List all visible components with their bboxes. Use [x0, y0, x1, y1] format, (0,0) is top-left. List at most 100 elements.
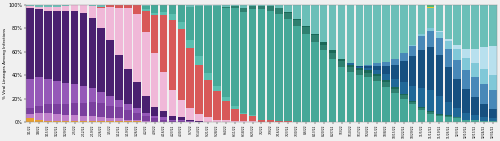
Bar [106, 5, 114, 7]
Bar [186, 40, 194, 48]
Bar [231, 109, 238, 121]
Bar [53, 7, 60, 11]
Bar [258, 9, 265, 120]
Bar [124, 120, 132, 121]
Bar [249, 116, 256, 121]
Bar [35, 9, 43, 77]
Bar [88, 6, 96, 18]
Bar [374, 63, 381, 66]
Bar [249, 9, 256, 115]
Bar [196, 114, 203, 121]
Bar [480, 69, 488, 84]
Bar [186, 5, 194, 7]
Bar [409, 46, 416, 56]
Bar [364, 73, 372, 77]
Bar [98, 7, 105, 8]
Bar [489, 118, 496, 121]
Bar [44, 104, 52, 113]
Bar [364, 5, 372, 65]
Bar [116, 118, 123, 121]
Bar [382, 62, 390, 66]
Bar [116, 8, 123, 55]
Bar [142, 32, 150, 96]
Bar [444, 117, 452, 122]
Bar [133, 82, 140, 108]
Y-axis label: % Viral Lineages Among Infections: % Viral Lineages Among Infections [3, 28, 7, 99]
Bar [418, 88, 426, 107]
Bar [133, 113, 140, 120]
Bar [240, 12, 248, 113]
Bar [462, 5, 470, 49]
Bar [53, 11, 60, 81]
Bar [426, 7, 434, 8]
Bar [364, 68, 372, 70]
Bar [53, 5, 60, 7]
Bar [266, 120, 274, 122]
Bar [151, 13, 158, 15]
Bar [213, 120, 220, 122]
Bar [35, 106, 43, 113]
Bar [374, 66, 381, 70]
Bar [454, 49, 461, 60]
Bar [471, 63, 479, 77]
Bar [471, 97, 479, 115]
Bar [178, 22, 185, 29]
Bar [98, 28, 105, 92]
Bar [53, 104, 60, 114]
Bar [249, 5, 256, 6]
Bar [391, 5, 398, 59]
Bar [409, 86, 416, 101]
Bar [436, 5, 443, 31]
Bar [231, 8, 238, 106]
Bar [409, 104, 416, 122]
Bar [426, 112, 434, 114]
Bar [186, 121, 194, 122]
Bar [213, 92, 220, 120]
Bar [26, 114, 34, 118]
Bar [44, 7, 52, 11]
Bar [462, 113, 470, 120]
Bar [302, 26, 310, 27]
Bar [418, 36, 426, 50]
Bar [160, 117, 168, 120]
Bar [106, 40, 114, 96]
Bar [178, 117, 185, 120]
Bar [240, 8, 248, 12]
Bar [26, 79, 34, 108]
Bar [400, 82, 407, 94]
Bar [266, 6, 274, 11]
Bar [204, 80, 212, 117]
Bar [364, 77, 372, 122]
Bar [35, 77, 43, 106]
Bar [88, 102, 96, 116]
Bar [106, 7, 114, 40]
Bar [258, 5, 265, 6]
Bar [44, 113, 52, 121]
Bar [426, 114, 434, 122]
Bar [133, 120, 140, 121]
Bar [400, 95, 407, 99]
Bar [133, 121, 140, 122]
Bar [151, 15, 158, 53]
Bar [426, 8, 434, 27]
Bar [374, 74, 381, 76]
Bar [88, 18, 96, 88]
Bar [62, 115, 70, 121]
Bar [160, 12, 168, 15]
Bar [35, 120, 43, 122]
Bar [98, 5, 105, 7]
Bar [80, 5, 88, 13]
Bar [480, 104, 488, 117]
Bar [222, 101, 230, 120]
Bar [382, 87, 390, 122]
Bar [480, 47, 488, 69]
Bar [436, 116, 443, 122]
Bar [186, 48, 194, 108]
Bar [391, 65, 398, 79]
Bar [436, 31, 443, 32]
Bar [382, 66, 390, 74]
Bar [151, 118, 158, 122]
Bar [168, 116, 176, 120]
Bar [400, 53, 407, 61]
Bar [133, 14, 140, 82]
